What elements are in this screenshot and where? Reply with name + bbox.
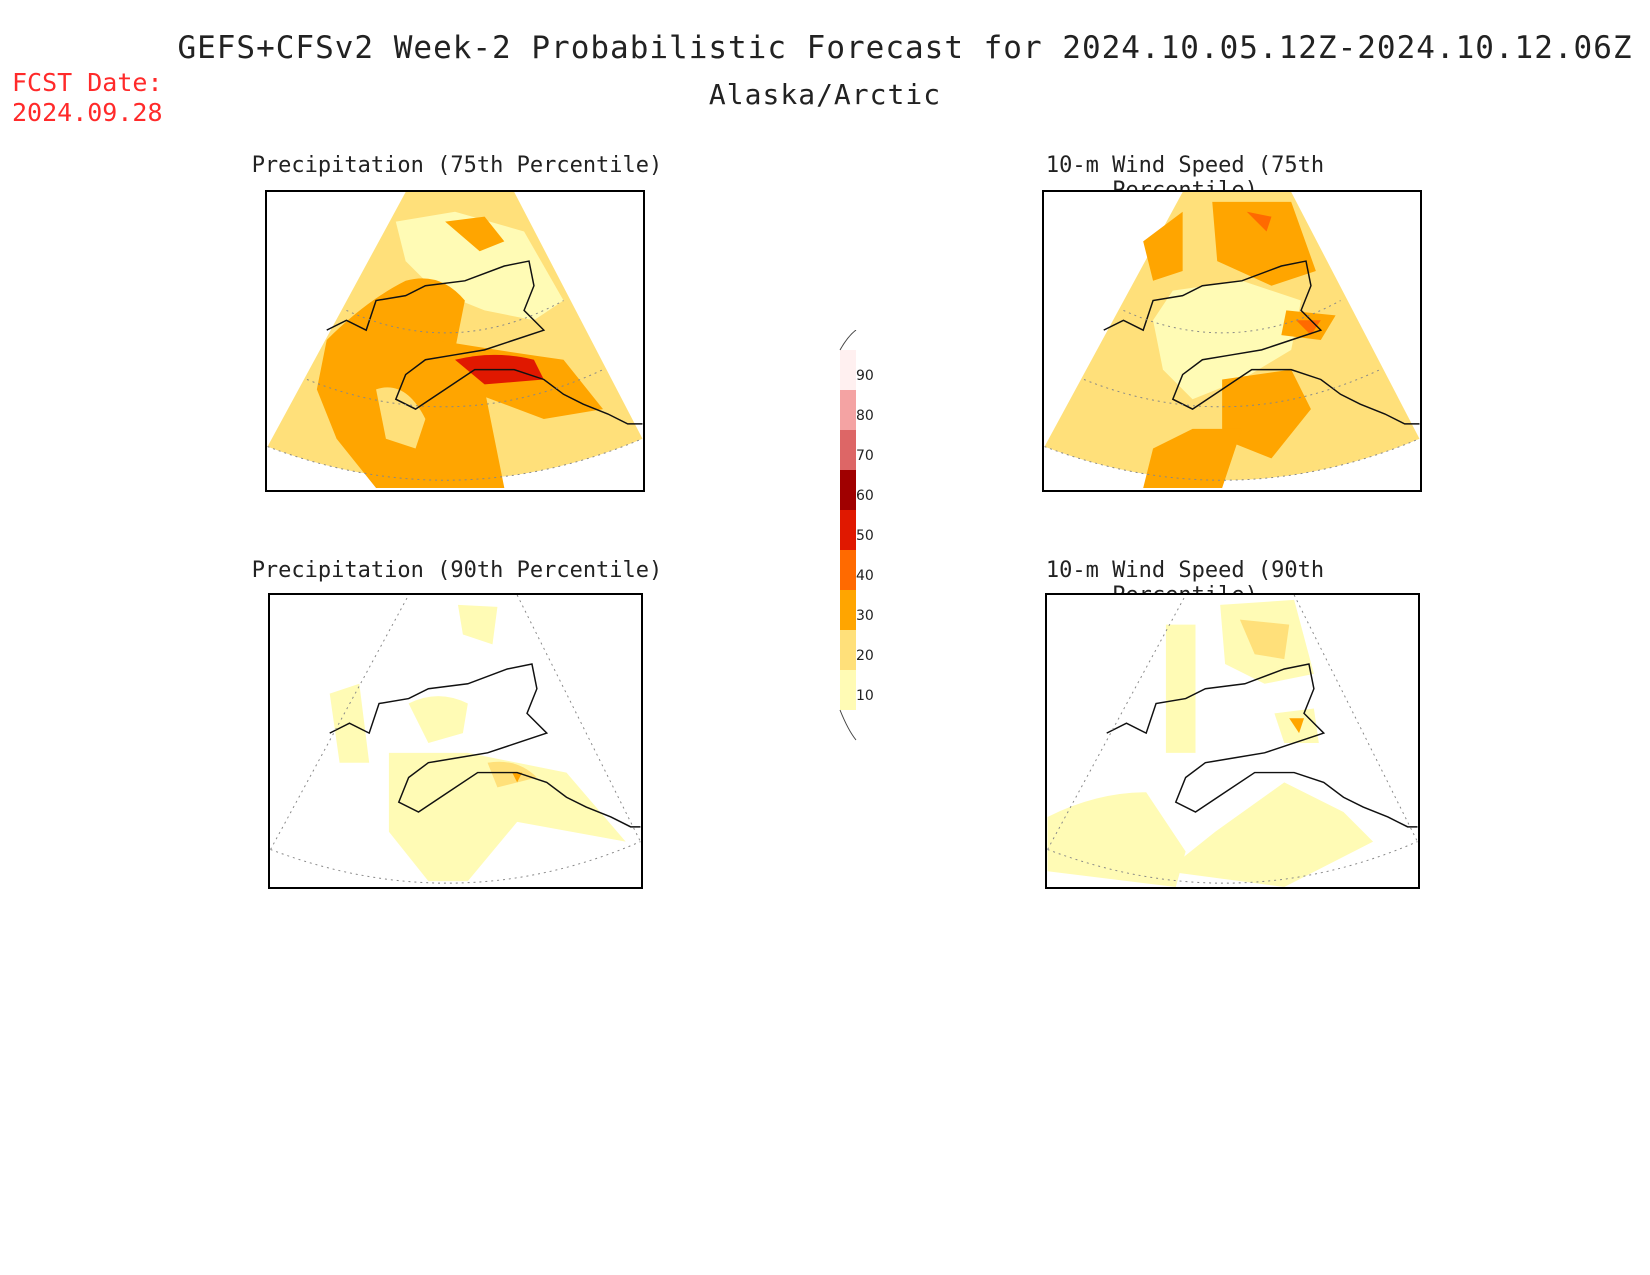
low-prob-area-4 — [1165, 782, 1374, 887]
coastline — [326, 260, 643, 425]
low-prob-area-2 — [1239, 619, 1290, 660]
colorbar-swatch-10 — [840, 670, 856, 710]
coastline — [1106, 663, 1418, 828]
page-title: GEFS+CFSv2 Week-2 Probabilistic Forecast… — [177, 30, 1633, 66]
panel-title-precip-75: Precipitation (75th Percentile) — [251, 153, 663, 178]
forecast-date-block: FCST Date: 2024.09.28 — [12, 68, 163, 128]
coastline — [329, 663, 641, 828]
low-prob-area-6 — [1165, 624, 1196, 753]
colorbar-swatch-90 — [840, 350, 856, 390]
map-precip-75 — [265, 190, 645, 492]
low-prob-area-3 — [1047, 792, 1186, 887]
map-wind-75-svg — [1044, 192, 1420, 489]
coastline — [1103, 260, 1420, 425]
map-precip-90-svg — [270, 595, 641, 884]
colorbar-bottom-cap — [839, 709, 857, 741]
medium-prob-area-3 — [1222, 369, 1311, 459]
medium-prob-area-2 — [512, 772, 523, 783]
medium-prob-area — [316, 278, 505, 489]
colorbar-label-50: 50 — [856, 528, 874, 544]
colorbar-swatch-60 — [840, 470, 856, 510]
graticule — [267, 300, 643, 481]
low-prob-area — [457, 604, 498, 645]
low-prob-area — [395, 211, 564, 321]
medium-prob-area-3 — [445, 216, 505, 252]
colorbar-top-cap — [839, 330, 857, 351]
region-subtitle: Alaska/Arctic — [708, 78, 942, 111]
colorbar-label-60: 60 — [856, 488, 874, 504]
medium-prob-area-4 — [1143, 428, 1242, 489]
forecast-date-label: FCST Date: — [12, 68, 163, 97]
colorbar-swatch-20 — [840, 630, 856, 670]
medium-prob-area — [1289, 718, 1305, 734]
colorbar-swatch-30 — [840, 590, 856, 630]
colorbar-label-40: 40 — [856, 568, 874, 584]
colorbar-swatch-40 — [840, 550, 856, 590]
low-prob-area-3 — [388, 752, 626, 882]
colorbar — [839, 330, 857, 741]
colorbar-label-70: 70 — [856, 448, 874, 464]
panel-title-precip-90: Precipitation (90th Percentile) — [251, 558, 663, 583]
domain-boundary — [1047, 595, 1418, 884]
high-prob-area-2 — [1246, 211, 1272, 232]
domain-boundary — [270, 595, 641, 884]
colorbar-swatch-70 — [840, 430, 856, 470]
map-wind-90-svg — [1047, 595, 1418, 887]
forecast-date-value: 2024.09.28 — [12, 98, 163, 127]
colorbar-label-20: 20 — [856, 648, 874, 664]
colorbar-label-90: 90 — [856, 368, 874, 384]
low-prob-area-2 — [408, 696, 468, 743]
map-precip-90 — [268, 593, 643, 889]
colorbar-swatch-50 — [840, 510, 856, 550]
map-wind-90 — [1045, 593, 1420, 889]
medium-prob-area-2 — [1143, 211, 1183, 281]
colorbar-label-30: 30 — [856, 608, 874, 624]
colorbar-label-80: 80 — [856, 408, 874, 424]
map-wind-75 — [1042, 190, 1422, 492]
medium-prob-area — [487, 761, 537, 788]
colorbar-label-10: 10 — [856, 688, 874, 704]
graticule — [1044, 300, 1420, 481]
map-precip-75-svg — [267, 192, 643, 489]
colorbar-swatch-80 — [840, 390, 856, 430]
